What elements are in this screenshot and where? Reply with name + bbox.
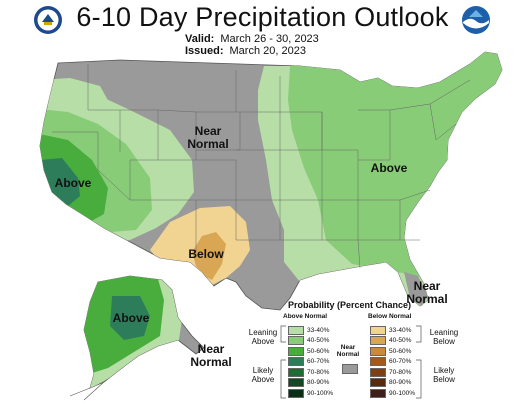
label-near-normal-florida: Near Normal — [406, 279, 448, 306]
legend-below-swatch-3 — [370, 357, 386, 366]
legend-below-row-1: 40-50% — [370, 336, 412, 345]
legend-above-swatch-6 — [288, 388, 304, 398]
legend-above-row-2: 50-60% — [288, 346, 330, 356]
legend-below-brackets — [416, 325, 422, 399]
label-near-normal-alaska: Near Normal — [190, 342, 232, 369]
legend-below-row-4: 70-80% — [370, 367, 412, 377]
legend-below-row-5: 80-90% — [370, 378, 412, 387]
legend-below-swatch-6 — [370, 388, 386, 398]
legend-below-range-3: 60-70% — [389, 358, 412, 365]
legend-title: Probability (Percent Chance) — [288, 300, 412, 310]
legend-below-row-2: 50-60% — [370, 346, 412, 356]
legend-above-range-1: 40-50% — [307, 337, 330, 344]
sw-below-40-50 — [192, 232, 226, 280]
near-normal-central-text: Near Normal — [187, 124, 229, 151]
legend-below-row-3: 60-70% — [370, 357, 412, 366]
header: 6-10 Day Precipitation Outlook Valid: Mar… — [0, 0, 525, 62]
label-above-alaska: Above — [112, 311, 150, 325]
legend-above-row-5: 80-90% — [288, 378, 330, 387]
legend-above-row-4: 70-80% — [288, 367, 330, 377]
legend-likely-below: Likely Below — [433, 366, 455, 384]
legend-above-swatch-0 — [288, 325, 304, 335]
legend-below-swatch-4 — [370, 367, 386, 377]
legend-below-range-5: 80-90% — [389, 379, 412, 386]
legend-below-row-6: 90-100% — [370, 388, 416, 398]
issued-value: March 20, 2023 — [229, 45, 306, 57]
legend-above-swatch-4 — [288, 367, 304, 377]
legend-above-range-4: 70-80% — [307, 368, 330, 376]
legend-above-swatch-3 — [288, 357, 304, 366]
legend-below-range-6: 90-100% — [389, 389, 416, 397]
noaa-logo-icon — [462, 6, 490, 34]
legend-above-range-5: 80-90% — [307, 379, 330, 386]
legend-above-swatch-5 — [288, 378, 304, 387]
legend-near-normal-swatch — [342, 364, 358, 374]
legend-above-header: Above Normal — [283, 313, 328, 320]
page-title: 6-10 Day Precipitation Outlook — [76, 2, 449, 32]
legend-above-row-1: 40-50% — [288, 336, 330, 345]
legend-above-swatch-2 — [288, 346, 304, 356]
label-above-west: Above — [54, 176, 92, 190]
state-borders — [52, 64, 471, 269]
label-below-southwest: Below — [188, 247, 224, 261]
legend-above-row-6: 90-100% — [288, 388, 334, 398]
legend-below-range-2: 50-60% — [389, 347, 412, 355]
legend-leaning-below: Leaning Below — [429, 328, 459, 346]
legend-below-swatch-5 — [370, 378, 386, 387]
legend-below-range-4: 70-80% — [389, 368, 412, 376]
legend-below-header: Below Normal — [368, 313, 412, 320]
label-above-east: Above — [370, 161, 408, 175]
label-near-normal-central: Near Normal — [183, 125, 233, 151]
legend-near-normal-label: Near Normal — [336, 344, 360, 358]
legend-above-swatch-1 — [288, 336, 304, 345]
legend-below-swatch-1 — [370, 336, 386, 345]
legend-below-swatch-0 — [370, 325, 386, 335]
legend-above-row-0: 33-40% — [288, 325, 330, 335]
legend-leaning-above: Leaning Above — [248, 328, 278, 346]
issued-date: Issued: March 20, 2023 — [185, 45, 306, 57]
legend-below-row-0: 33-40% — [370, 325, 412, 335]
legend-above-range-6: 90-100% — [307, 389, 334, 397]
nw-above-33-40 — [40, 78, 110, 112]
valid-dates: Valid: March 26 - 30, 2023 — [185, 33, 319, 45]
valid-label: Valid: — [185, 33, 215, 45]
florida-near-normal — [404, 272, 428, 306]
legend-above-brackets — [280, 325, 286, 399]
valid-value: March 26 - 30, 2023 — [220, 33, 319, 45]
legend-below-swatch-2 — [370, 346, 386, 356]
legend-above-range-2: 50-60% — [307, 347, 330, 355]
doc-seal-icon — [34, 6, 62, 34]
issued-label: Issued: — [185, 45, 224, 57]
legend-above-range-3: 60-70% — [307, 358, 330, 365]
legend-below-range-0: 33-40% — [389, 326, 412, 334]
legend-below-range-1: 40-50% — [389, 337, 412, 344]
legend-above-range-0: 33-40% — [307, 326, 330, 334]
legend-above-row-3: 60-70% — [288, 357, 330, 366]
legend-likely-above: Likely Above — [251, 366, 275, 384]
alaska-region — [69, 275, 205, 401]
probability-legend: Probability (Percent Chance) Above Norma… — [246, 300, 516, 402]
